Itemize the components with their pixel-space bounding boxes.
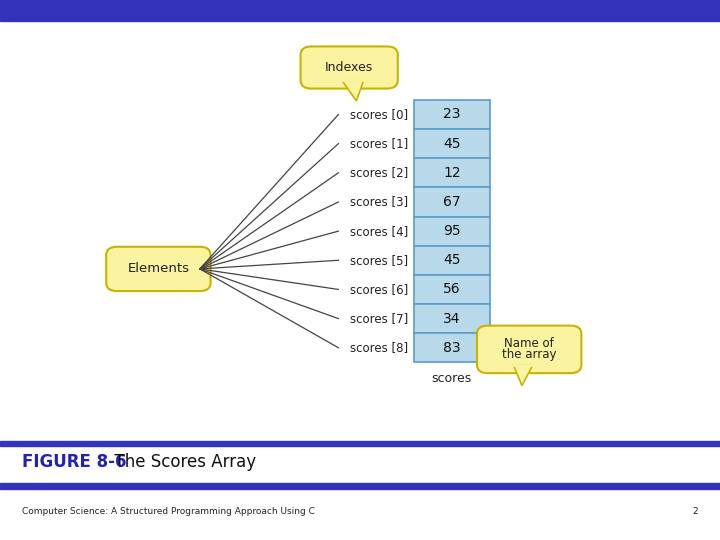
- Bar: [414, 217, 490, 246]
- Text: scores [2]: scores [2]: [350, 166, 408, 179]
- Bar: [414, 333, 490, 362]
- Text: 45: 45: [443, 253, 461, 267]
- Text: scores [0]: scores [0]: [350, 108, 408, 121]
- Text: 83: 83: [443, 341, 461, 355]
- Bar: [0, 441, 720, 445]
- Text: 95: 95: [443, 224, 461, 238]
- Text: Name of: Name of: [504, 338, 554, 350]
- Bar: [0, 0, 720, 21]
- Text: scores [8]: scores [8]: [350, 341, 408, 354]
- Text: Computer Science: A Structured Programming Approach Using C: Computer Science: A Structured Programmi…: [22, 507, 315, 516]
- Bar: [414, 187, 490, 217]
- Text: 45: 45: [443, 137, 461, 151]
- Text: scores [7]: scores [7]: [350, 312, 408, 325]
- Text: FIGURE 8-6: FIGURE 8-6: [22, 453, 126, 470]
- Bar: [414, 129, 490, 158]
- Bar: [414, 100, 490, 129]
- Text: 23: 23: [443, 107, 461, 122]
- Polygon shape: [342, 80, 364, 101]
- Text: 56: 56: [443, 282, 461, 296]
- Bar: [414, 246, 490, 275]
- Bar: [414, 304, 490, 333]
- Text: The Scores Array: The Scores Array: [104, 453, 256, 470]
- Polygon shape: [513, 365, 533, 386]
- Text: 34: 34: [443, 312, 461, 326]
- Text: scores [4]: scores [4]: [350, 225, 408, 238]
- Text: scores: scores: [432, 372, 472, 385]
- Text: 67: 67: [443, 195, 461, 209]
- Text: scores [1]: scores [1]: [350, 137, 408, 150]
- FancyBboxPatch shape: [477, 326, 582, 373]
- Text: scores [3]: scores [3]: [350, 195, 408, 208]
- Bar: [0, 483, 720, 489]
- Text: the array: the array: [502, 348, 557, 361]
- Text: 2: 2: [693, 507, 698, 516]
- Text: Elements: Elements: [127, 262, 189, 275]
- Text: 12: 12: [443, 166, 461, 180]
- Bar: [414, 158, 490, 187]
- FancyBboxPatch shape: [107, 247, 211, 291]
- Text: scores [6]: scores [6]: [350, 283, 408, 296]
- Text: scores [5]: scores [5]: [350, 254, 408, 267]
- Text: Indexes: Indexes: [325, 61, 374, 74]
- Bar: [414, 275, 490, 304]
- FancyBboxPatch shape: [301, 46, 397, 89]
